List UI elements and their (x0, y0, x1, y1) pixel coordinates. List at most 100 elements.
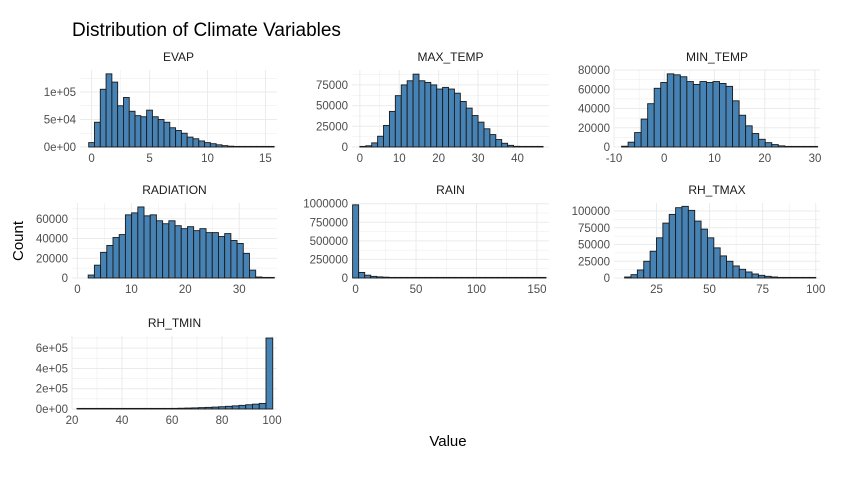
histogram-bar (448, 276, 456, 279)
histogram-bar (204, 142, 211, 148)
histogram-bar (128, 110, 136, 148)
histogram-bar (653, 87, 662, 148)
histogram-bar (412, 73, 420, 148)
histogram-bar (796, 276, 804, 279)
y-tick-label: 5e+04 (44, 115, 77, 127)
histogram-bars (352, 204, 547, 279)
y-tick-label: 500000 (310, 236, 348, 248)
histogram-bar (88, 142, 95, 148)
panel-rain: RAIN 0 50 100 150 0 250000 500000 750000 1000000 (303, 183, 549, 296)
y-tick-label: 750000 (310, 217, 348, 229)
histogram-bar (137, 206, 145, 279)
histogram-bar (130, 407, 139, 410)
histogram-bar (503, 276, 511, 279)
histogram-bar (180, 228, 188, 279)
histogram-bar (186, 226, 195, 279)
histogram-bar (668, 213, 677, 279)
histogram-bar (171, 407, 179, 410)
histogram-bar (536, 145, 544, 148)
panel-rh-tmin: RH_TMIN 20 40 60 80 100 0e+00 2e+05 4e+05 6e+05 (36, 316, 282, 427)
histogram-bar (370, 275, 378, 279)
histogram-bar (358, 271, 366, 279)
x-tick-label: 40 (116, 415, 129, 427)
histogram-bar (388, 110, 396, 148)
histogram-bar (193, 230, 201, 279)
histogram-bar (442, 276, 450, 279)
histogram-bar (634, 132, 642, 148)
x-tick-label: 100 (806, 284, 825, 296)
histogram-bar (675, 207, 683, 279)
y-tick-label: 250000 (310, 254, 348, 266)
histogram-bar (211, 232, 219, 279)
histogram-bar (515, 276, 523, 279)
histogram-bar (90, 407, 98, 410)
histogram-bar (436, 88, 444, 148)
histogram-bar (117, 105, 124, 148)
y-tick-label: 4e+05 (36, 363, 68, 375)
panel-title: MIN_TEMP (686, 50, 748, 64)
histogram-bar (732, 100, 740, 148)
histogram-bars (88, 73, 275, 148)
histogram-bar (725, 85, 734, 148)
panel-title: MAX_TEMP (417, 50, 483, 64)
histogram-bar (255, 276, 263, 279)
histogram-bar (738, 114, 747, 148)
histogram-bar (700, 228, 708, 279)
y-tick-label: 0 (62, 273, 68, 285)
histogram-bar (507, 144, 514, 148)
histogram-bar (460, 276, 468, 279)
histogram-bar (430, 84, 438, 148)
histogram-bar (527, 276, 535, 279)
histogram-bar (719, 83, 727, 148)
histogram-bar (630, 274, 638, 279)
histogram-bar (249, 269, 257, 279)
histogram-bar (705, 82, 714, 148)
histogram-bar (261, 276, 269, 279)
histogram-bar (726, 260, 734, 279)
histogram-bar (513, 145, 520, 148)
y-tick-label: 25000 (578, 256, 610, 268)
histogram-bar (157, 407, 166, 410)
x-tick-label: 20 (758, 153, 771, 165)
histogram-bar (757, 274, 766, 279)
panel-rh-tmax: RH_TMAX 25 50 75 100 0 25000 50000 75000 100000 (572, 183, 826, 296)
histogram-bar (151, 116, 159, 148)
histogram-bar (242, 252, 250, 279)
histogram-bar (94, 121, 101, 148)
panel-title: RH_TMIN (148, 316, 201, 330)
x-tick-label: 10 (201, 153, 214, 165)
histogram-bar (621, 145, 629, 148)
y-tick-label: 0 (604, 273, 610, 285)
panel-max-temp: MAX_TEMP 0 10 20 30 40 0 25000 50000 75000 (316, 50, 549, 165)
histogram-bar (471, 115, 479, 148)
x-tick-label: 10 (393, 153, 406, 165)
histogram-bar (186, 136, 194, 148)
histogram-bar (430, 276, 438, 279)
y-axis-label: Count (10, 220, 27, 261)
histogram-bar (199, 228, 207, 279)
histogram-bar (230, 240, 238, 279)
y-tick-label: 60000 (36, 214, 68, 226)
y-tick-label: 25000 (316, 121, 348, 133)
panel-title: RADIATION (142, 183, 206, 197)
x-tick-label: 5 (146, 153, 152, 165)
panel-title: RH_TMAX (688, 183, 745, 197)
x-tick-label: 80 (216, 415, 229, 427)
histogram-bar (491, 276, 499, 279)
histogram-bar (473, 276, 480, 279)
histogram-bar (483, 128, 491, 148)
panel-radiation: RADIATION 0 10 20 30 0 20000 40000 60000 (36, 183, 277, 296)
histogram-bar (533, 276, 541, 279)
y-tick-label: 80000 (578, 65, 610, 77)
histogram-bar (394, 95, 402, 148)
histogram-bar (157, 119, 165, 148)
histogram-bar (359, 145, 367, 148)
histogram-bar (656, 237, 664, 279)
y-tick-label: 1e+05 (44, 87, 76, 99)
histogram-bar (784, 145, 792, 148)
histogram-bar (501, 142, 509, 148)
histogram-bar (521, 276, 529, 279)
x-tick-label: 40 (511, 153, 524, 165)
